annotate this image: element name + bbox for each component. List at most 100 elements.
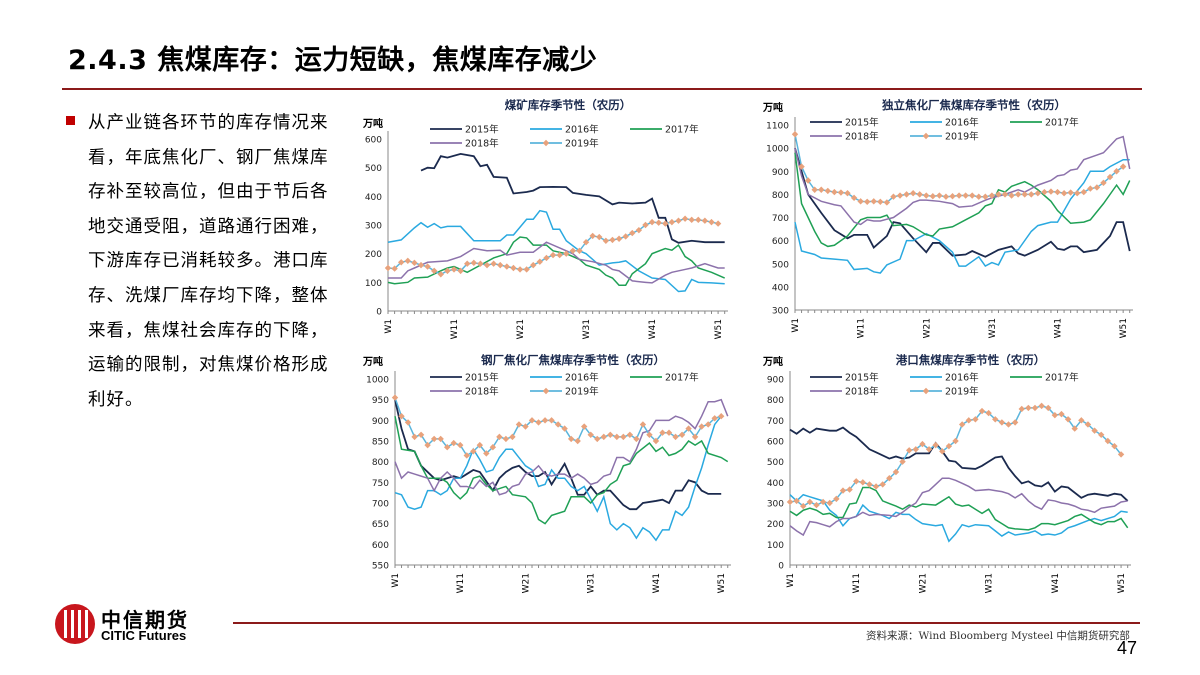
data-point-2019: [543, 254, 550, 262]
data-point-2019: [899, 458, 906, 465]
data-point-2019: [969, 192, 976, 199]
data-point-2019: [1098, 431, 1105, 438]
y-tick-label: 700: [767, 417, 784, 427]
x-tick-label: W31: [988, 318, 998, 338]
data-point-2019: [548, 417, 555, 424]
legend-label: 2019年: [945, 131, 979, 143]
data-point-2019: [1034, 190, 1042, 197]
data-point-2019: [607, 431, 614, 438]
data-point-2019: [417, 261, 425, 269]
data-point-2019: [1067, 189, 1074, 196]
legend-label: 2017年: [1045, 372, 1079, 384]
series-line-2018: [789, 477, 1128, 537]
data-point-2019: [463, 452, 470, 459]
x-tick-label: W31: [587, 573, 597, 593]
citic-emblem-icon: [55, 604, 95, 644]
y-axis-unit: 万吨: [362, 355, 383, 368]
y-tick-label: 500: [772, 260, 789, 270]
y-tick-label: 550: [372, 562, 389, 572]
data-point-2019: [905, 447, 913, 454]
data-point-2019: [1041, 188, 1048, 196]
data-point-2019: [633, 435, 640, 443]
x-tick-label: W51: [1117, 573, 1127, 593]
y-tick-label: 0: [376, 308, 382, 318]
y-tick-label: 600: [365, 136, 382, 146]
legend-label: 2016年: [565, 124, 599, 136]
data-point-2019: [613, 433, 621, 441]
data-point-2019: [626, 431, 634, 438]
data-point-2019: [1074, 190, 1081, 197]
data-point-2019: [594, 435, 601, 443]
data-point-2019: [857, 198, 864, 205]
y-tick-label: 400: [767, 479, 784, 489]
x-tick-label: W1: [791, 318, 801, 333]
y-tick-label: 650: [372, 520, 389, 530]
data-point-2019: [698, 423, 705, 430]
data-point-2019: [582, 239, 590, 246]
legend-label: 2015年: [845, 372, 879, 384]
data-point-2019: [609, 236, 616, 244]
citic-futures-logo: 中信期货 CITIC Futures: [55, 604, 255, 646]
data-point-2019: [404, 419, 412, 426]
data-point-2019: [955, 192, 963, 199]
data-point-2019: [602, 237, 610, 244]
data-point-2019: [929, 193, 937, 200]
data-point-2019: [1028, 191, 1035, 198]
data-point-2019: [477, 260, 484, 267]
data-point-2019: [1060, 190, 1068, 197]
chart-title: 煤矿库存季节性（农历）: [505, 98, 632, 112]
data-point-2019: [1091, 427, 1098, 434]
legend-label: 2018年: [465, 386, 499, 398]
legend-label: 2019年: [565, 386, 599, 398]
data-point-2019: [424, 263, 431, 270]
data-point-2019: [569, 247, 577, 254]
legend-label: 2016年: [945, 372, 979, 384]
data-point-2019: [535, 419, 542, 426]
title-divider: [62, 88, 1142, 90]
data-point-2019: [437, 435, 444, 443]
data-point-2019: [701, 217, 709, 224]
series-line-2018: [794, 135, 1131, 226]
x-tick-label: W51: [717, 573, 727, 593]
data-point-2019: [866, 481, 873, 488]
data-point-2019: [1025, 404, 1032, 412]
data-point-2019: [450, 266, 458, 273]
data-point-2019: [1011, 419, 1019, 426]
data-point-2019: [411, 259, 418, 267]
x-tick-label: W21: [516, 319, 526, 339]
data-point-2019: [450, 439, 457, 447]
data-point-2019: [1018, 405, 1025, 413]
data-point-2019: [541, 417, 549, 424]
y-tick-label: 300: [365, 222, 382, 232]
y-tick-label: 900: [772, 168, 789, 178]
y-tick-label: 800: [372, 458, 389, 468]
data-point-2019: [665, 429, 673, 436]
y-tick-label: 400: [772, 283, 789, 293]
y-tick-label: 200: [365, 250, 382, 260]
data-point-2019: [972, 416, 979, 423]
data-point-2019: [648, 218, 656, 226]
data-point-2019: [1084, 421, 1092, 428]
legend-label: 2016年: [945, 117, 979, 129]
legend-label: 2019年: [945, 386, 979, 398]
y-tick-label: 1100: [766, 122, 789, 132]
data-point-2019: [437, 271, 445, 278]
data-point-2019: [622, 233, 629, 240]
data-point-2019: [798, 163, 805, 170]
chart-title: 钢厂焦化厂焦煤库存季节性（农历）: [481, 353, 665, 367]
data-point-2019: [430, 435, 438, 443]
chart-svg: 港口焦煤库存季节性（农历） 万吨 0 100 200 300 400 500 600 700 800…: [762, 353, 1131, 593]
y-tick-label: 100: [365, 279, 382, 289]
data-point-2019: [1001, 191, 1009, 198]
data-point-2019: [502, 435, 510, 443]
y-tick-label: 700: [772, 214, 789, 224]
x-tick-label: W41: [1054, 318, 1064, 338]
legend-label: 2018年: [845, 386, 879, 398]
x-tick-label: W51: [1119, 318, 1129, 338]
y-tick-label: 900: [767, 376, 784, 386]
data-point-2019: [837, 189, 845, 196]
data-point-2019: [1087, 185, 1094, 192]
data-point-2019: [509, 433, 516, 441]
data-point-2019: [678, 431, 686, 438]
data-point-2019: [443, 444, 451, 451]
